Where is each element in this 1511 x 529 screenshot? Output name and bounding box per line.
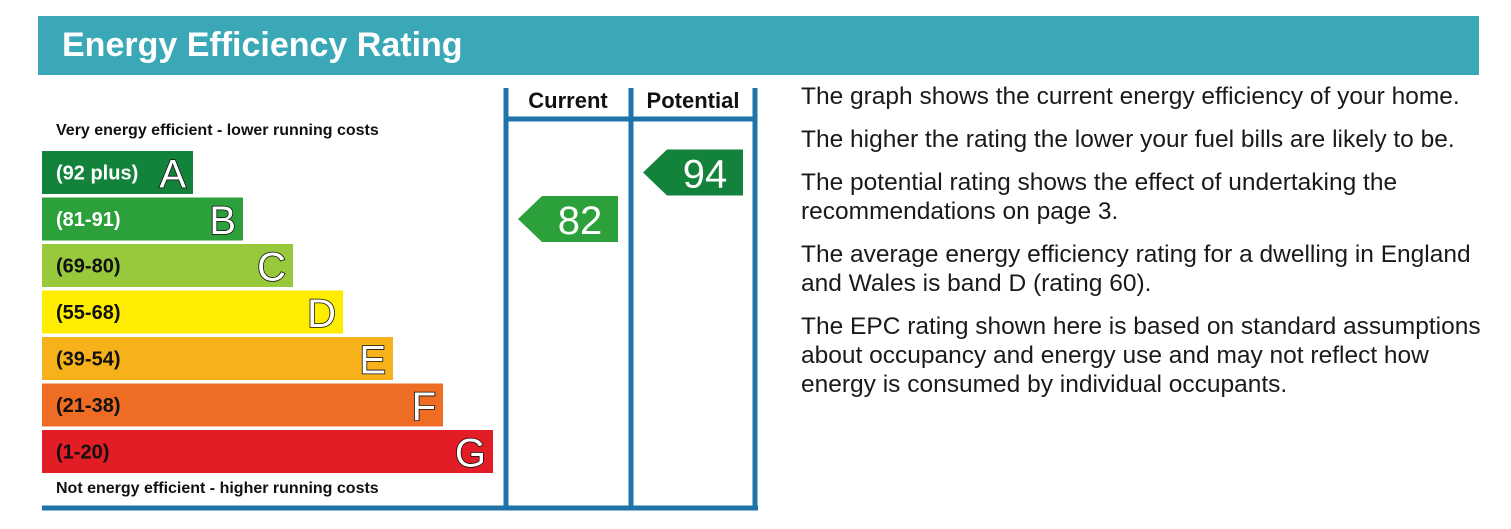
band-bar-f [42,383,443,427]
potential-rating-arrow [643,149,743,196]
band-range-d: (55-68) [56,302,120,324]
title-bar: Energy Efficiency Rating [38,16,1479,75]
description-paragraph-2: The higher the rating the lower your fue… [801,126,1455,153]
description: The graph shows the current energy effic… [801,82,1481,413]
rating-markers: 82 94 [518,149,743,243]
description-paragraph-1: The graph shows the current energy effic… [801,83,1460,110]
rating-frame [42,88,758,511]
band-range-a: (92 plus) [56,163,138,185]
band-bar-c [42,244,293,287]
band-bar-e [42,337,393,380]
top-caption: Very energy efficient - lower running co… [56,122,379,139]
band-bar-b [42,197,243,241]
epc-chart: Very energy efficient - lower running co… [42,88,758,511]
current-rating-value: 82 [558,199,603,243]
band-range-c: (69-80) [56,256,120,278]
band-range-f: (21-38) [56,395,120,417]
description-paragraph-5: The EPC rating shown here is based on st… [801,313,1481,398]
column-header-potential: Potential [647,88,740,113]
description-paragraph-4: The average energy efficiency rating for… [801,241,1471,297]
band-range-e: (39-54) [56,349,120,371]
band-bar-a [42,151,193,194]
band-letter-g: G [455,432,486,476]
band-letter-f: F [412,385,436,429]
rating-bands: (92 plus) A (81-91) B (69-80) C (55-68) D (39-54… [42,151,493,476]
bottom-caption: Not energy efficient - higher running co… [56,480,379,497]
potential-rating-value: 94 [683,153,728,197]
band-letter-c: C [257,246,286,290]
band-range-g: (1-20) [56,442,109,464]
band-range-b: (81-91) [56,209,120,231]
band-letter-d: D [307,292,336,336]
band-letter-a: A [159,153,186,197]
current-rating-arrow [518,196,618,242]
column-header-current: Current [528,88,608,113]
page-title: Energy Efficiency Rating [62,26,463,64]
band-bar-d [42,290,343,334]
band-letter-b: B [209,199,236,243]
band-bar-g [42,430,493,473]
description-paragraph-3: The potential rating shows the effect of… [801,169,1398,225]
band-letter-e: E [359,339,386,383]
